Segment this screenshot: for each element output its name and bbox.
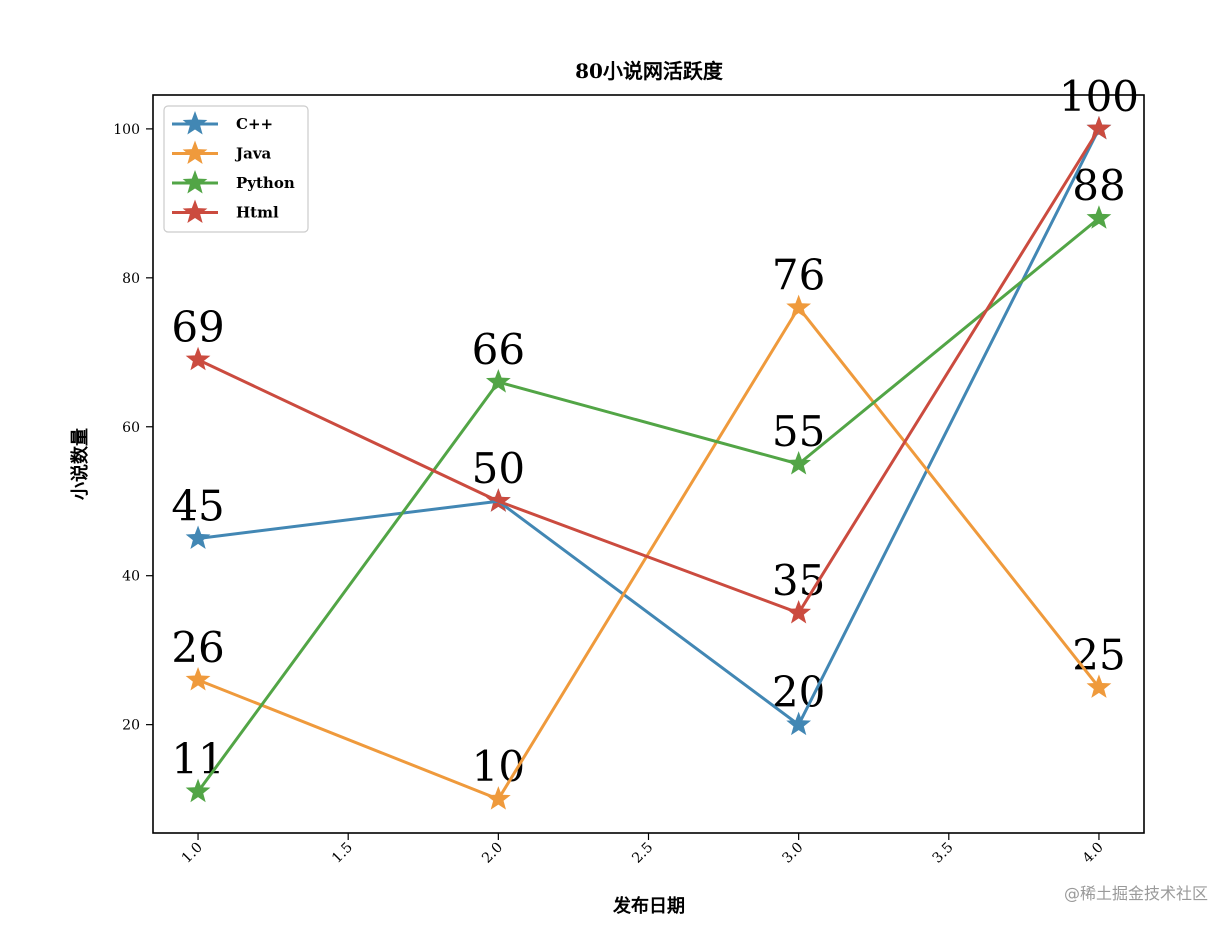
y-axis-ticks: 20 40 60 80 100	[113, 122, 153, 734]
series-point	[185, 346, 211, 371]
legend-label: Html	[236, 204, 279, 222]
data-label: 35	[772, 556, 825, 605]
data-label: 50	[472, 444, 525, 493]
series-point	[1086, 115, 1112, 140]
legend-label: Python	[236, 174, 295, 192]
data-label: 100	[1059, 72, 1139, 121]
series-line	[197, 128, 1101, 727]
series-line	[196, 217, 1100, 793]
x-tick-label: 1.5	[329, 840, 356, 867]
series-line	[197, 128, 1101, 615]
data-label: 11	[171, 735, 224, 784]
legend: C++ Java Python Html	[163, 105, 309, 233]
y-tick-label: 80	[122, 271, 140, 287]
x-axis-ticks: 1.0 1.5 2.0 2.5 3.0 3.5 4.0	[179, 833, 1107, 867]
series-line	[197, 306, 1101, 801]
watermark: @稀土掘金技术社区	[1064, 884, 1208, 903]
x-tick-label: 1.0	[179, 840, 206, 867]
y-tick-label: 100	[113, 122, 140, 138]
x-tick-label: 4.0	[1080, 840, 1107, 867]
legend-star-icon	[182, 140, 208, 165]
legend-star-icon	[182, 111, 208, 135]
y-tick-label: 20	[122, 718, 140, 734]
data-label: 76	[772, 251, 825, 300]
data-label: 66	[472, 325, 525, 374]
y-tick-label: 60	[122, 420, 140, 436]
legend-item: Java	[172, 140, 272, 165]
legend-label: Java	[234, 145, 272, 163]
series-point	[185, 666, 211, 691]
legend-label: C++	[236, 115, 273, 133]
marker-layer	[185, 115, 1112, 810]
data-label: 45	[171, 481, 224, 530]
data-label: 26	[171, 623, 224, 672]
legend-star-icon	[182, 199, 208, 224]
data-label: 69	[171, 303, 224, 352]
y-axis-label: 小说数量	[69, 428, 91, 500]
series-point	[1086, 205, 1112, 229]
legend-item: C++	[172, 111, 273, 135]
legend-item: Python	[172, 170, 295, 194]
legend-star-icon	[182, 170, 208, 194]
data-label: 25	[1072, 630, 1125, 679]
x-tick-label: 2.5	[629, 840, 656, 867]
data-label: 88	[1072, 161, 1125, 210]
x-tick-label: 3.0	[779, 840, 806, 867]
y-tick-label: 40	[122, 569, 140, 585]
chart-title: 80小说网活跃度	[575, 59, 724, 83]
x-tick-label: 2.0	[479, 840, 506, 867]
x-tick-label: 3.5	[930, 840, 957, 867]
legend-item: Html	[172, 199, 279, 224]
x-axis-label: 发布日期	[612, 895, 685, 917]
data-label: 10	[472, 742, 525, 791]
legend-box	[163, 105, 309, 233]
